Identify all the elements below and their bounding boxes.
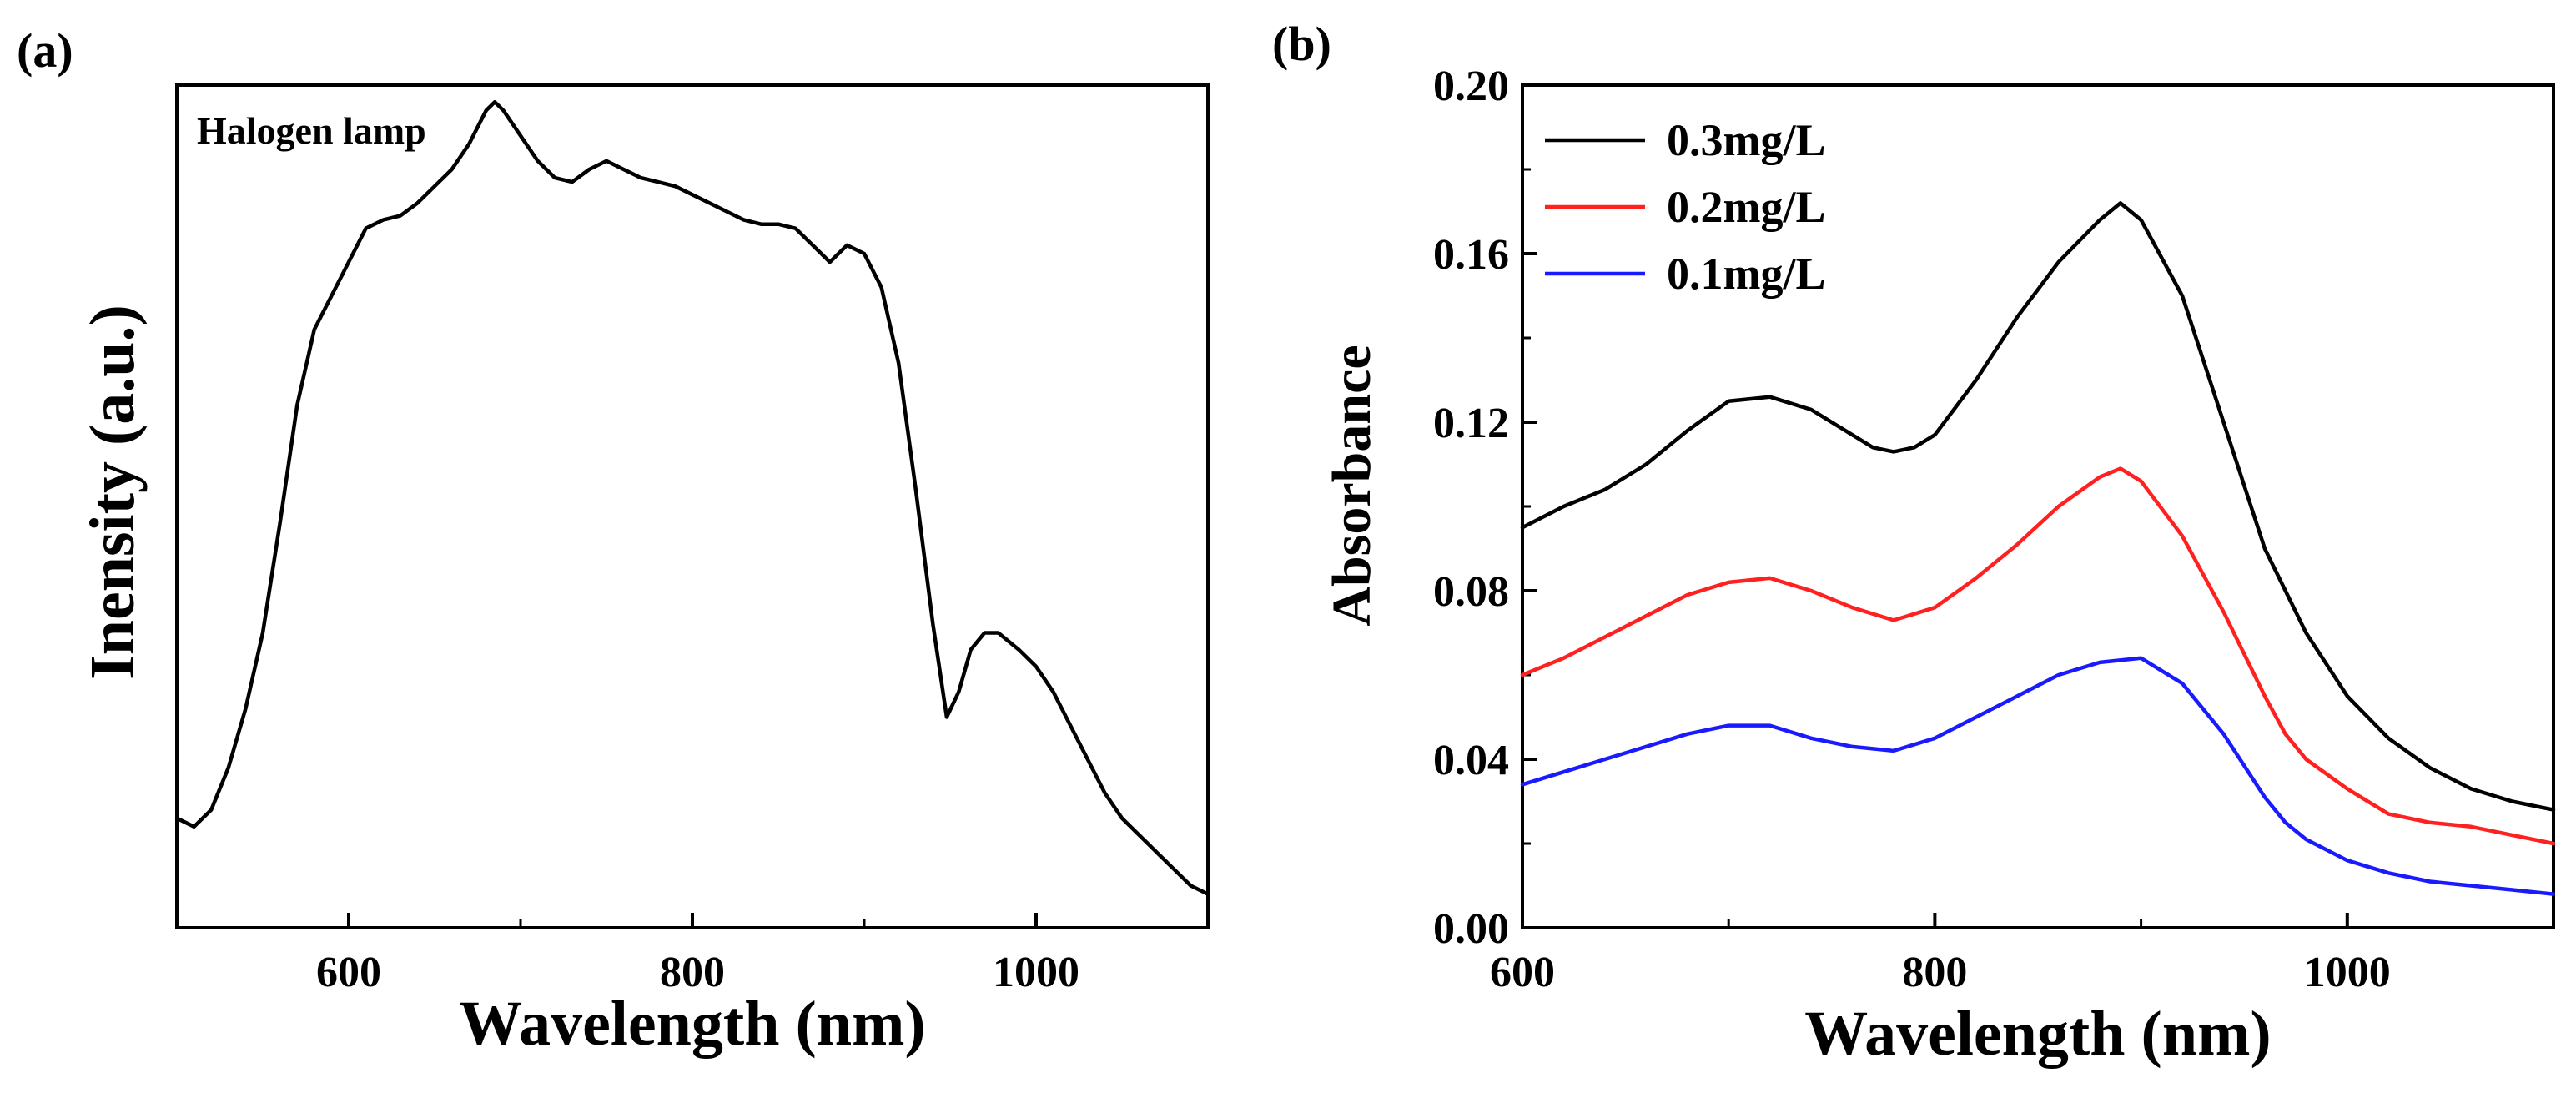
panel-b-y-axis-label: Absorbance	[1321, 345, 1382, 626]
panel-b-y-tick-label: 0.04	[1433, 737, 1509, 784]
panel-a-x-tick-labels: 600 800 1000	[316, 949, 1079, 996]
panel-a-x-ticks	[347, 913, 1038, 928]
panel-b-x-tick-label: 600	[1490, 949, 1555, 996]
legend-label-1: 0.2mg/L	[1667, 182, 1826, 232]
legend-label-0: 0.3mg/L	[1667, 115, 1826, 165]
panel-a-y-axis-label: Inensity (a.u.)	[78, 305, 148, 680]
panel-a: (a) Halogen lamp 600 800 1000 Wavelength (…	[17, 23, 1210, 1059]
panel-a-x-tick-label: 1000	[993, 949, 1079, 996]
panel-b-y-tick-label: 0.00	[1433, 905, 1509, 953]
panel-b-y-tick-label: 0.12	[1433, 400, 1509, 447]
panel-a-series	[174, 99, 1210, 896]
panel-a-title: Halogen lamp	[197, 109, 426, 152]
panel-a-label: (a)	[17, 23, 73, 78]
panel-a-series-line-0	[174, 99, 1210, 896]
panel-a-x-axis-label: Wavelength (nm)	[459, 989, 925, 1059]
panel-b-label: (b)	[1272, 17, 1331, 71]
panel-a-x-tick-label: 600	[316, 949, 381, 996]
panel-b-series-line-2	[1520, 656, 2556, 896]
panel-b-x-axis-label: Wavelength (nm)	[1804, 999, 2271, 1069]
panel-b-series-line-0	[1520, 201, 2556, 812]
panel-b-y-tick-label: 0.20	[1433, 63, 1509, 110]
panel-b-y-tick-label: 0.16	[1433, 231, 1509, 279]
panel-b: (b) 600 800 1000 0.00 0.04 0.08 0.12 0.16 0.20 0…	[1272, 17, 2556, 1069]
legend-label-2: 0.1mg/L	[1667, 249, 1826, 299]
panel-b-tick-labels: 600 800 1000 0.00 0.04 0.08 0.12 0.16 0.20	[1433, 63, 2391, 996]
panel-b-legend: 0.3mg/L 0.2mg/L 0.1mg/L	[1545, 115, 1826, 299]
panel-b-x-tick-label: 800	[1902, 949, 1967, 996]
panel-b-x-tick-label: 1000	[2304, 949, 2391, 996]
panel-a-plot-frame	[175, 83, 1210, 929]
panel-b-series	[1520, 201, 2556, 896]
panel-b-y-tick-label: 0.08	[1433, 568, 1509, 616]
panel-a-x-tick-label: 800	[660, 949, 725, 996]
panel-b-series-line-1	[1520, 466, 2556, 846]
panel-b-ticks	[1521, 83, 2349, 929]
